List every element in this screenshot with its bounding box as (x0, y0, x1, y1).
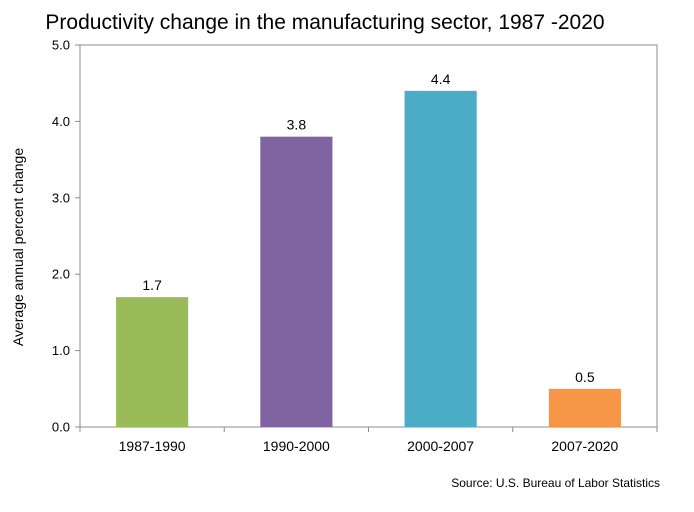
y-tick-label: 2.0 (52, 267, 70, 282)
y-tick-label: 4.0 (52, 114, 70, 129)
bar-1990-2000 (260, 136, 333, 427)
bar-series (116, 90, 621, 427)
y-axis-title: Average annual percent change (10, 148, 26, 346)
y-tick-label: 5.0 (52, 38, 70, 53)
data-label-2000-2007: 4.4 (431, 71, 451, 87)
source-note: Source: U.S. Bureau of Labor Statistics (451, 476, 660, 490)
data-label-1987-1990: 1.7 (142, 277, 162, 293)
category-label-2007-2020: 2007-2020 (551, 438, 618, 454)
y-axis-ticks: 0.0 1.0 2.0 3.0 4.0 5.0 (52, 38, 80, 435)
bar-1987-1990 (116, 297, 189, 427)
category-label-1987-1990: 1987-1990 (119, 438, 186, 454)
bar-2000-2007 (404, 90, 477, 427)
data-label-1990-2000: 3.8 (287, 117, 307, 133)
data-labels: 1.7 3.8 4.4 0.5 (142, 71, 594, 385)
chart-title: Productivity change in the manufacturing… (45, 11, 604, 34)
x-axis-ticks (79, 427, 658, 432)
bar-2007-2020 (548, 388, 621, 427)
y-tick-label: 1.0 (52, 343, 70, 358)
category-label-1990-2000: 1990-2000 (263, 438, 330, 454)
y-tick-label: 3.0 (52, 190, 70, 205)
y-tick-label: 0.0 (52, 420, 70, 435)
category-labels: 1987-1990 1990-2000 2000-2007 2007-2020 (119, 438, 619, 454)
data-label-2007-2020: 0.5 (575, 369, 595, 385)
category-label-2000-2007: 2000-2007 (407, 438, 474, 454)
